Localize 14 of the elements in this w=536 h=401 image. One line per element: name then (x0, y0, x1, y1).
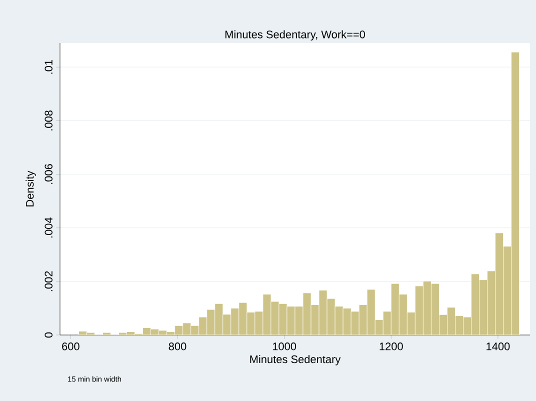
y-tick-label: .008 (44, 110, 52, 130)
x-tick-label: 1200 (380, 342, 403, 350)
y-tick-label: 0 (44, 332, 52, 338)
y-axis-title: Density (26, 170, 36, 206)
y-tick-label: .004 (44, 218, 52, 238)
y-tick-label: .01 (44, 60, 52, 74)
x-axis-title: Minutes Sedentary (250, 355, 341, 366)
y-tick-label: .006 (44, 164, 52, 184)
x-tick-label: 800 (168, 342, 186, 350)
y-tick-label: .002 (44, 271, 52, 292)
chart-title: Minutes Sedentary, Work==0 (225, 30, 366, 40)
x-tick-label: 1400 (486, 342, 510, 350)
x-tick-label: 600 (62, 342, 80, 350)
x-tick-label: 1000 (272, 342, 296, 350)
